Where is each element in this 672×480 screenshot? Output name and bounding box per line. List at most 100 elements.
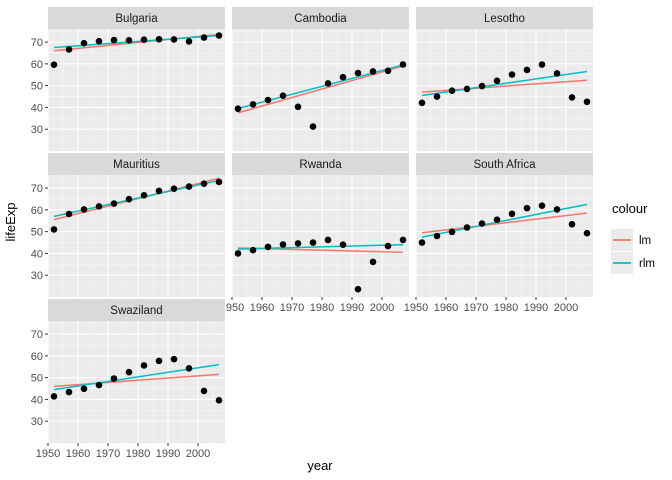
facet-panel: Cambodia: [231, 7, 409, 151]
x-axis-title: year: [307, 458, 333, 473]
y-tick-label: 70: [31, 329, 43, 341]
data-point: [65, 388, 73, 396]
data-point: [553, 206, 561, 213]
data-point: [568, 94, 576, 101]
data-point: [583, 98, 591, 106]
y-tick-label: 70: [31, 183, 43, 195]
y-tick-label: 50: [31, 81, 43, 93]
data-point: [523, 204, 531, 212]
data-point: [95, 203, 103, 210]
y-tick-label: 40: [31, 248, 43, 260]
x-tick-label: 1970: [280, 302, 304, 314]
lm-fit-line: [53, 373, 220, 388]
data-point: [478, 220, 486, 227]
x-tick-label: 1980: [310, 302, 334, 314]
data-point: [249, 101, 257, 108]
data-point: [95, 37, 103, 45]
data-point: [215, 32, 223, 39]
y-tick-label: 70: [31, 37, 43, 49]
x-tick-label: 1950: [36, 448, 60, 460]
data-point: [309, 239, 317, 246]
data-point: [399, 236, 407, 244]
data-point: [155, 35, 163, 43]
y-tick-label: 30: [31, 270, 43, 282]
y-tick-label: 60: [31, 351, 43, 363]
facet-strip: [416, 7, 593, 29]
y-tick-label: 40: [31, 394, 43, 406]
data-point: [418, 99, 426, 107]
facet-title: Bulgaria: [115, 13, 158, 25]
data-point: [568, 220, 576, 228]
data-point: [80, 385, 88, 393]
data-point: [65, 46, 73, 53]
facet-panel: Swaziland 30 40 50 60 70 1950 1960 1970 1980 1990 2…: [31, 299, 225, 460]
y-tick-label: 30: [31, 124, 43, 136]
data-point: [200, 34, 208, 41]
data-point: [538, 61, 546, 68]
data-point: [170, 355, 178, 363]
data-point: [215, 397, 223, 404]
data-point: [155, 187, 163, 195]
data-point: [140, 362, 148, 369]
data-point: [339, 241, 347, 249]
data-point: [50, 393, 58, 400]
data-point: [215, 178, 223, 186]
data-point: [264, 243, 272, 251]
data-point: [433, 93, 441, 100]
data-point: [463, 85, 471, 93]
data-point: [234, 250, 242, 257]
data-point: [279, 241, 287, 248]
y-tick-label: 60: [31, 59, 43, 71]
x-tick-label: 1990: [340, 302, 364, 314]
data-point: [279, 92, 287, 99]
x-tick-label: 1960: [434, 302, 458, 314]
data-point: [80, 39, 88, 47]
data-point: [234, 105, 242, 113]
legend-label: rlm: [639, 258, 655, 270]
data-point: [110, 200, 118, 207]
x-tick-label: 1980: [126, 448, 150, 460]
x-tick-label: 1950: [404, 302, 428, 314]
data-point: [384, 67, 392, 75]
data-point: [294, 103, 302, 111]
data-point: [294, 240, 302, 247]
y-tick-label: 50: [31, 227, 43, 239]
facet-panel: Lesotho: [415, 7, 593, 151]
facet-title: Swaziland: [110, 305, 162, 317]
data-point: [125, 37, 133, 44]
data-point: [50, 61, 58, 69]
data-point: [125, 195, 133, 203]
x-tick-label: 1950: [220, 302, 244, 314]
data-point: [508, 210, 516, 218]
data-point: [309, 123, 317, 130]
data-point: [583, 229, 591, 237]
data-point: [433, 232, 441, 240]
data-point: [125, 368, 133, 376]
x-tick-label: 1990: [156, 448, 180, 460]
data-point: [523, 66, 531, 74]
lm-fit-line: [421, 212, 588, 234]
x-tick-label: 1990: [524, 302, 548, 314]
facet-strip: [48, 299, 225, 321]
x-tick-label: 1960: [66, 448, 90, 460]
data-point: [478, 82, 486, 90]
facet-panel: Rwanda 1950 1960 1970 1980 1990 2000: [220, 153, 409, 314]
data-point: [65, 210, 73, 218]
data-point: [80, 206, 88, 213]
data-point: [448, 228, 456, 236]
data-point: [369, 258, 377, 266]
y-tick-label: 40: [31, 102, 43, 114]
data-point: [140, 36, 148, 43]
y-axis-title: lifeExp: [3, 202, 18, 241]
x-tick-label: 2000: [554, 302, 578, 314]
data-point: [249, 246, 257, 254]
rlm-fit-line: [53, 34, 220, 49]
data-point: [324, 80, 332, 87]
data-point: [354, 285, 362, 293]
data-point: [339, 73, 347, 81]
y-tick-label: 50: [31, 373, 43, 385]
data-point: [538, 202, 546, 210]
y-tick-label: 60: [31, 205, 43, 217]
data-point: [185, 183, 193, 190]
